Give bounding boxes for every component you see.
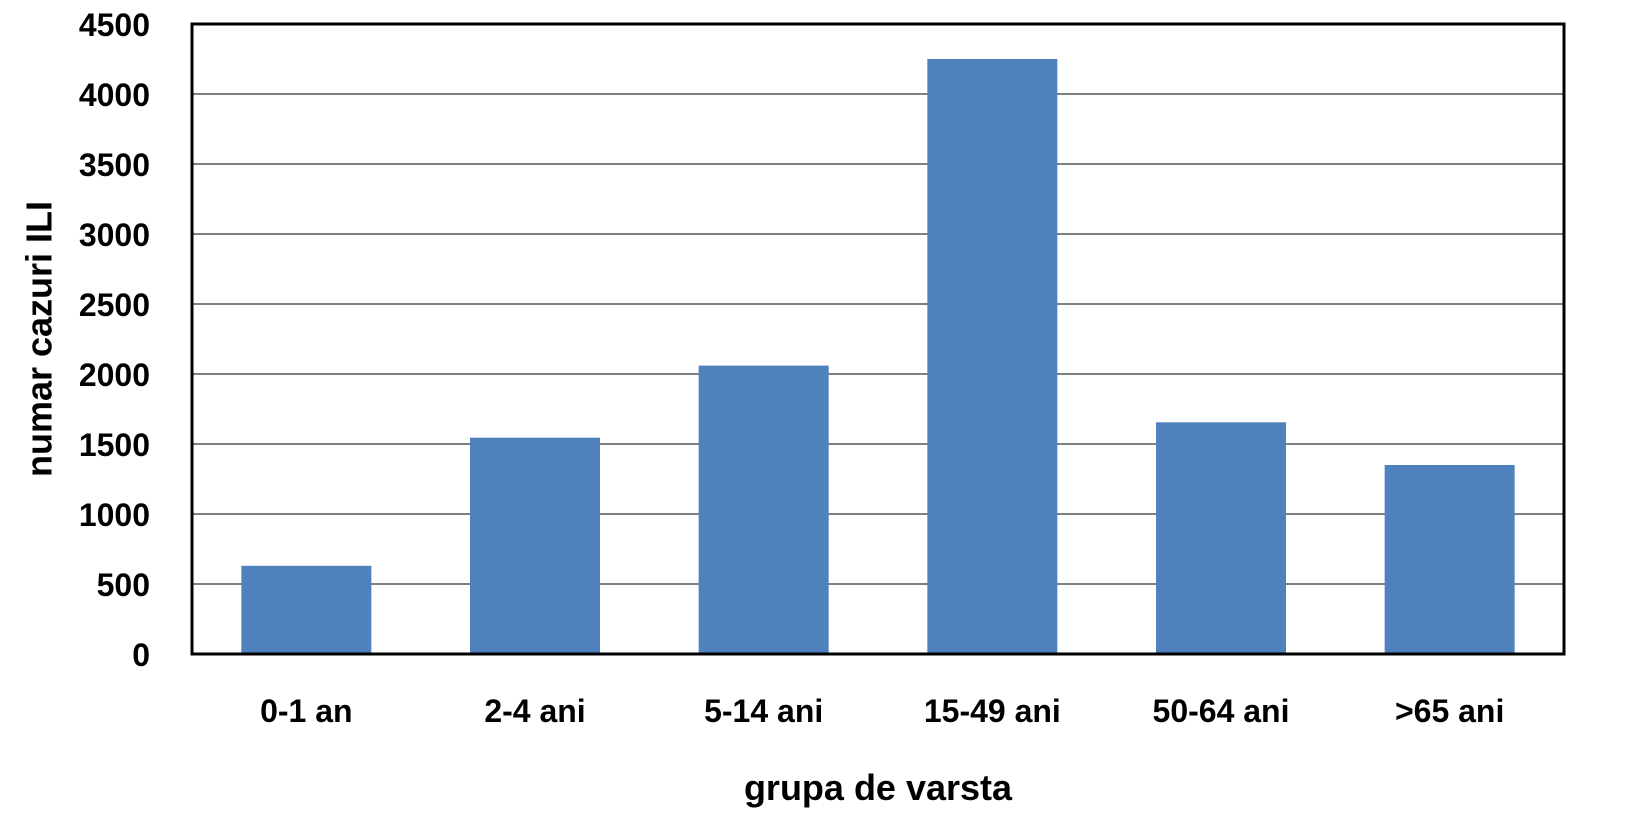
y-tick-label: 500	[97, 567, 150, 603]
x-tick-label: 0-1 an	[260, 693, 352, 729]
x-axis-title: grupa de varsta	[744, 767, 1013, 808]
x-tick-label: 5-14 ani	[704, 693, 823, 729]
y-tick-label: 4000	[79, 77, 150, 113]
x-axis-tick-labels: 0-1 an 2-4 ani 5-14 ani 15-49 ani 50-64 ani >…	[260, 693, 1504, 729]
x-tick-label: >65 ani	[1395, 693, 1504, 729]
y-tick-label: 4500	[79, 7, 150, 43]
y-axis-title: numar cazuri ILI	[19, 201, 60, 477]
bar	[1384, 465, 1515, 654]
bar	[470, 437, 600, 654]
y-tick-label: 0	[132, 637, 150, 673]
y-tick-label: 2000	[79, 357, 150, 393]
plot-area-frame	[190, 22, 1566, 656]
y-tick-label: 1000	[79, 497, 150, 533]
y-axis-tick-labels: 0 500 1000 1500 2000 2500 3000 3500 4000 4500	[79, 7, 150, 673]
bar	[698, 365, 829, 654]
bar	[241, 565, 372, 654]
y-tick-label: 3500	[79, 147, 150, 183]
y-tick-label: 2500	[79, 287, 150, 323]
bar	[1156, 422, 1286, 654]
y-tick-label: 1500	[79, 427, 150, 463]
x-tick-label: 50-64 ani	[1153, 693, 1290, 729]
gridlines	[192, 93, 1564, 585]
bars	[241, 59, 1515, 654]
bar	[927, 59, 1058, 654]
y-tick-label: 3000	[79, 217, 150, 253]
x-tick-label: 15-49 ani	[924, 693, 1061, 729]
x-tick-label: 2-4 ani	[484, 693, 585, 729]
